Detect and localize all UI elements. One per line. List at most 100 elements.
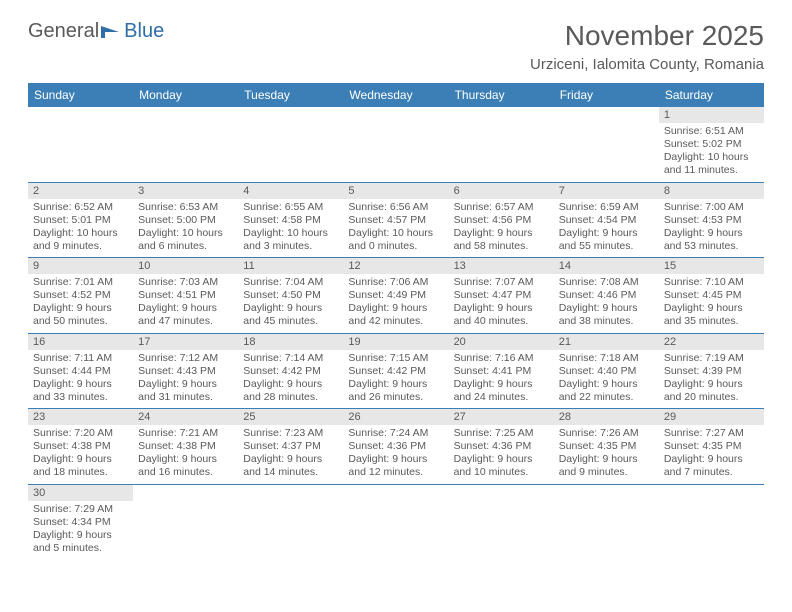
day-details: Sunrise: 7:23 AMSunset: 4:37 PMDaylight:… — [238, 425, 343, 484]
calendar-cell: 24Sunrise: 7:21 AMSunset: 4:38 PMDayligh… — [133, 409, 238, 485]
calendar-row: 30Sunrise: 7:29 AMSunset: 4:34 PMDayligh… — [28, 484, 764, 559]
day-number: 10 — [133, 258, 238, 274]
title-block: November 2025 Urziceni, Ialomita County,… — [530, 20, 764, 73]
calendar-table: Sunday Monday Tuesday Wednesday Thursday… — [28, 83, 764, 559]
calendar-cell: 27Sunrise: 7:25 AMSunset: 4:36 PMDayligh… — [449, 409, 554, 485]
day-details: Sunrise: 6:57 AMSunset: 4:56 PMDaylight:… — [449, 199, 554, 258]
day-number: 14 — [554, 258, 659, 274]
day-details: Sunrise: 7:24 AMSunset: 4:36 PMDaylight:… — [343, 425, 448, 484]
day-number: 4 — [238, 183, 343, 199]
day-number: 6 — [449, 183, 554, 199]
logo-text-2: Blue — [124, 20, 164, 43]
calendar-cell — [133, 484, 238, 559]
calendar-cell: 5Sunrise: 6:56 AMSunset: 4:57 PMDaylight… — [343, 182, 448, 258]
day-number: 15 — [659, 258, 764, 274]
calendar-cell: 7Sunrise: 6:59 AMSunset: 4:54 PMDaylight… — [554, 182, 659, 258]
day-details: Sunrise: 7:00 AMSunset: 4:53 PMDaylight:… — [659, 199, 764, 258]
day-number: 29 — [659, 409, 764, 425]
day-number: 26 — [343, 409, 448, 425]
calendar-cell — [238, 484, 343, 559]
day-details: Sunrise: 7:12 AMSunset: 4:43 PMDaylight:… — [133, 350, 238, 409]
col-saturday: Saturday — [659, 83, 764, 107]
day-number: 22 — [659, 334, 764, 350]
calendar-cell: 29Sunrise: 7:27 AMSunset: 4:35 PMDayligh… — [659, 409, 764, 485]
calendar-cell: 20Sunrise: 7:16 AMSunset: 4:41 PMDayligh… — [449, 333, 554, 409]
col-thursday: Thursday — [449, 83, 554, 107]
day-details: Sunrise: 7:03 AMSunset: 4:51 PMDaylight:… — [133, 274, 238, 333]
day-number: 18 — [238, 334, 343, 350]
calendar-cell — [238, 107, 343, 182]
day-number: 25 — [238, 409, 343, 425]
day-number: 20 — [449, 334, 554, 350]
calendar-cell — [659, 484, 764, 559]
day-number: 19 — [343, 334, 448, 350]
calendar-row: 1Sunrise: 6:51 AMSunset: 5:02 PMDaylight… — [28, 107, 764, 182]
day-details: Sunrise: 6:53 AMSunset: 5:00 PMDaylight:… — [133, 199, 238, 258]
calendar-cell — [343, 484, 448, 559]
day-details: Sunrise: 7:19 AMSunset: 4:39 PMDaylight:… — [659, 350, 764, 409]
day-details: Sunrise: 6:55 AMSunset: 4:58 PMDaylight:… — [238, 199, 343, 258]
calendar-cell: 6Sunrise: 6:57 AMSunset: 4:56 PMDaylight… — [449, 182, 554, 258]
col-friday: Friday — [554, 83, 659, 107]
day-details: Sunrise: 7:20 AMSunset: 4:38 PMDaylight:… — [28, 425, 133, 484]
day-number: 2 — [28, 183, 133, 199]
calendar-cell: 11Sunrise: 7:04 AMSunset: 4:50 PMDayligh… — [238, 258, 343, 334]
day-details: Sunrise: 6:59 AMSunset: 4:54 PMDaylight:… — [554, 199, 659, 258]
calendar-cell: 15Sunrise: 7:10 AMSunset: 4:45 PMDayligh… — [659, 258, 764, 334]
col-sunday: Sunday — [28, 83, 133, 107]
day-number: 9 — [28, 258, 133, 274]
day-details: Sunrise: 7:21 AMSunset: 4:38 PMDaylight:… — [133, 425, 238, 484]
day-details: Sunrise: 6:56 AMSunset: 4:57 PMDaylight:… — [343, 199, 448, 258]
day-details: Sunrise: 7:06 AMSunset: 4:49 PMDaylight:… — [343, 274, 448, 333]
calendar-row: 2Sunrise: 6:52 AMSunset: 5:01 PMDaylight… — [28, 182, 764, 258]
calendar-cell — [133, 107, 238, 182]
calendar-cell: 12Sunrise: 7:06 AMSunset: 4:49 PMDayligh… — [343, 258, 448, 334]
day-details: Sunrise: 7:18 AMSunset: 4:40 PMDaylight:… — [554, 350, 659, 409]
day-number: 8 — [659, 183, 764, 199]
calendar-cell: 13Sunrise: 7:07 AMSunset: 4:47 PMDayligh… — [449, 258, 554, 334]
calendar-cell: 21Sunrise: 7:18 AMSunset: 4:40 PMDayligh… — [554, 333, 659, 409]
calendar-cell — [554, 107, 659, 182]
day-number: 28 — [554, 409, 659, 425]
calendar-cell: 3Sunrise: 6:53 AMSunset: 5:00 PMDaylight… — [133, 182, 238, 258]
day-number: 13 — [449, 258, 554, 274]
col-monday: Monday — [133, 83, 238, 107]
day-details: Sunrise: 7:11 AMSunset: 4:44 PMDaylight:… — [28, 350, 133, 409]
day-details: Sunrise: 7:14 AMSunset: 4:42 PMDaylight:… — [238, 350, 343, 409]
day-number: 12 — [343, 258, 448, 274]
calendar-cell: 16Sunrise: 7:11 AMSunset: 4:44 PMDayligh… — [28, 333, 133, 409]
calendar-cell — [28, 107, 133, 182]
calendar-cell: 30Sunrise: 7:29 AMSunset: 4:34 PMDayligh… — [28, 484, 133, 559]
day-number: 5 — [343, 183, 448, 199]
calendar-cell — [554, 484, 659, 559]
calendar-body: 1Sunrise: 6:51 AMSunset: 5:02 PMDaylight… — [28, 107, 764, 559]
calendar-cell: 22Sunrise: 7:19 AMSunset: 4:39 PMDayligh… — [659, 333, 764, 409]
calendar-cell: 19Sunrise: 7:15 AMSunset: 4:42 PMDayligh… — [343, 333, 448, 409]
logo: General Blue — [28, 20, 164, 43]
calendar-cell — [343, 107, 448, 182]
flag-icon — [101, 24, 123, 40]
calendar-row: 16Sunrise: 7:11 AMSunset: 4:44 PMDayligh… — [28, 333, 764, 409]
day-number: 17 — [133, 334, 238, 350]
day-number: 21 — [554, 334, 659, 350]
day-details: Sunrise: 7:01 AMSunset: 4:52 PMDaylight:… — [28, 274, 133, 333]
calendar-row: 9Sunrise: 7:01 AMSunset: 4:52 PMDaylight… — [28, 258, 764, 334]
day-number: 1 — [659, 107, 764, 123]
calendar-row: 23Sunrise: 7:20 AMSunset: 4:38 PMDayligh… — [28, 409, 764, 485]
calendar-cell: 8Sunrise: 7:00 AMSunset: 4:53 PMDaylight… — [659, 182, 764, 258]
day-details: Sunrise: 7:26 AMSunset: 4:35 PMDaylight:… — [554, 425, 659, 484]
calendar-cell: 14Sunrise: 7:08 AMSunset: 4:46 PMDayligh… — [554, 258, 659, 334]
calendar-cell: 2Sunrise: 6:52 AMSunset: 5:01 PMDaylight… — [28, 182, 133, 258]
day-number: 7 — [554, 183, 659, 199]
logo-text-1: General — [28, 20, 99, 43]
calendar-cell: 9Sunrise: 7:01 AMSunset: 4:52 PMDaylight… — [28, 258, 133, 334]
day-number: 27 — [449, 409, 554, 425]
day-number: 23 — [28, 409, 133, 425]
calendar-cell: 10Sunrise: 7:03 AMSunset: 4:51 PMDayligh… — [133, 258, 238, 334]
day-details: Sunrise: 7:08 AMSunset: 4:46 PMDaylight:… — [554, 274, 659, 333]
calendar-cell: 18Sunrise: 7:14 AMSunset: 4:42 PMDayligh… — [238, 333, 343, 409]
day-details: Sunrise: 6:51 AMSunset: 5:02 PMDaylight:… — [659, 123, 764, 182]
day-details: Sunrise: 7:15 AMSunset: 4:42 PMDaylight:… — [343, 350, 448, 409]
day-number: 30 — [28, 485, 133, 501]
day-details: Sunrise: 7:25 AMSunset: 4:36 PMDaylight:… — [449, 425, 554, 484]
